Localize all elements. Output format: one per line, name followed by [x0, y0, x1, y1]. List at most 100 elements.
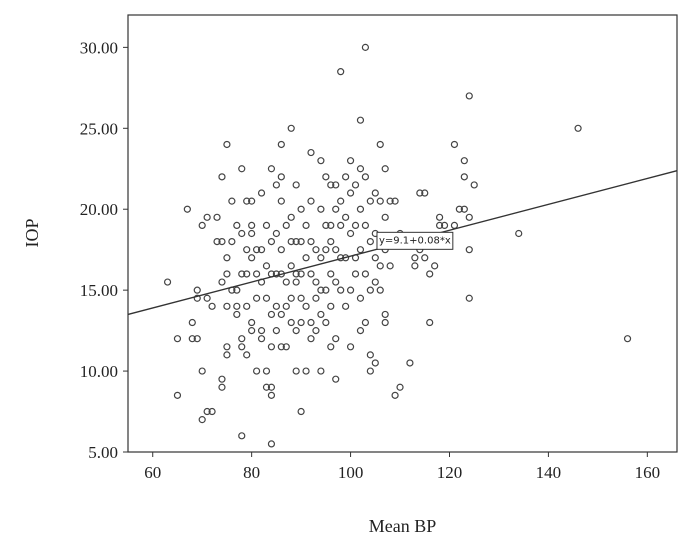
data-point	[515, 229, 523, 238]
data-point	[188, 335, 196, 343]
data-point	[238, 343, 246, 351]
data-point	[346, 189, 355, 197]
y-tick-label: 30.00	[80, 38, 118, 57]
data-point	[332, 335, 340, 343]
y-axis-ticks: 5.00 10.00 15.00 20.00 25.00 30.00	[80, 38, 128, 462]
data-point	[203, 294, 211, 302]
data-point	[327, 343, 335, 351]
data-point	[243, 302, 251, 310]
data-point	[465, 246, 473, 254]
data-point	[317, 367, 325, 375]
data-point	[302, 221, 310, 230]
data-point	[307, 335, 315, 343]
data-point	[366, 197, 374, 205]
data-point	[346, 229, 355, 238]
data-point	[376, 140, 384, 149]
data-point	[272, 229, 280, 238]
data-point	[277, 173, 285, 181]
data-points	[163, 43, 632, 448]
data-point	[312, 278, 320, 286]
data-point	[267, 310, 276, 319]
data-point	[460, 173, 468, 181]
data-point	[272, 302, 280, 310]
data-point	[193, 286, 201, 294]
data-point	[371, 359, 379, 367]
data-point	[287, 318, 295, 327]
data-point	[431, 262, 439, 270]
data-point	[262, 367, 271, 375]
data-point	[337, 221, 345, 230]
data-point	[391, 391, 399, 399]
data-point	[223, 302, 231, 310]
data-point	[257, 327, 266, 335]
data-point	[292, 237, 300, 246]
data-point	[450, 140, 459, 149]
data-point	[163, 278, 172, 286]
data-point	[356, 246, 365, 254]
data-point	[262, 294, 271, 302]
data-point	[307, 270, 315, 278]
data-point	[312, 294, 320, 302]
data-point	[218, 375, 226, 383]
data-point	[297, 407, 305, 416]
data-point	[356, 294, 365, 302]
data-point	[450, 221, 459, 230]
data-point	[302, 302, 310, 310]
data-point	[223, 140, 231, 149]
data-point	[257, 335, 266, 343]
data-point	[297, 294, 305, 302]
data-point	[282, 278, 290, 286]
data-point	[267, 165, 276, 173]
data-point	[188, 318, 196, 327]
data-point	[307, 318, 315, 327]
data-point	[366, 351, 374, 359]
data-point	[332, 375, 340, 383]
data-point	[312, 246, 320, 254]
data-point	[213, 213, 221, 221]
data-point	[287, 294, 295, 302]
data-point	[218, 278, 226, 286]
data-point	[287, 213, 295, 221]
data-point	[277, 197, 285, 205]
data-point	[223, 270, 231, 278]
data-point	[342, 302, 350, 310]
y-tick-label: 20.00	[80, 200, 118, 219]
data-point	[332, 205, 340, 213]
data-point	[193, 335, 201, 343]
data-point	[267, 383, 276, 391]
data-point	[243, 246, 251, 254]
y-tick-label: 10.00	[80, 362, 118, 381]
data-point	[411, 262, 419, 270]
data-point	[371, 189, 379, 197]
y-tick-label: 15.00	[80, 281, 118, 300]
data-point	[228, 197, 236, 205]
data-point	[327, 270, 335, 278]
data-point	[470, 181, 478, 189]
x-tick-label: 100	[338, 463, 364, 482]
data-point	[342, 173, 350, 181]
data-point	[297, 318, 305, 327]
data-point	[386, 197, 394, 205]
data-point	[391, 197, 399, 205]
data-point	[243, 197, 251, 205]
data-point	[327, 302, 335, 310]
y-tick-label: 5.00	[88, 443, 118, 462]
data-point	[337, 286, 345, 294]
data-point	[173, 335, 182, 343]
data-point	[327, 237, 335, 246]
data-point	[381, 213, 389, 221]
data-point	[322, 221, 330, 230]
fit-equation-label: y=9.1+0.08*x	[379, 235, 451, 246]
fit-label-background	[376, 231, 454, 250]
x-tick-label: 160	[635, 463, 661, 482]
data-point	[361, 173, 370, 181]
data-point	[351, 181, 360, 189]
data-point	[371, 278, 379, 286]
data-point	[262, 221, 271, 230]
data-point	[292, 367, 300, 375]
data-point	[282, 302, 290, 310]
data-point	[421, 254, 429, 262]
data-point	[332, 278, 340, 286]
data-point	[455, 205, 463, 213]
